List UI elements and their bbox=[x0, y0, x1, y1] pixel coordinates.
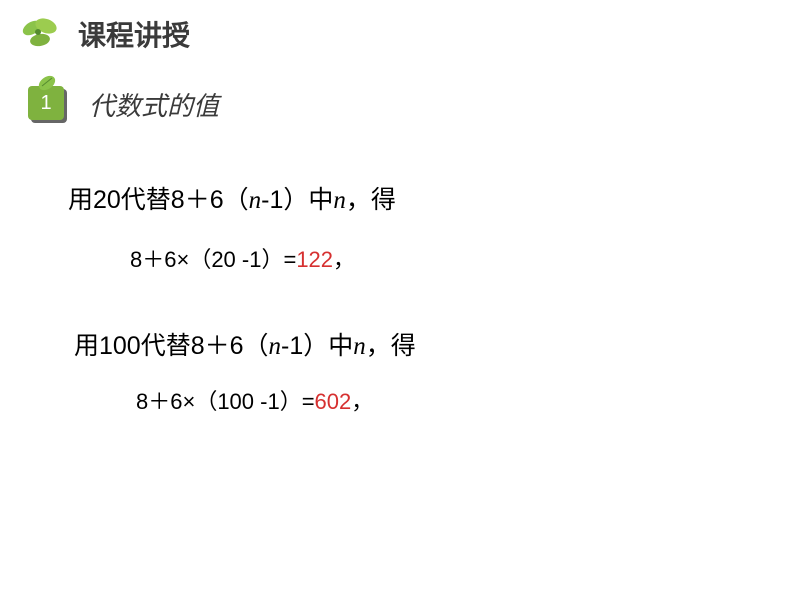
line1: 用20代替8＋6（n-1）中n，得 bbox=[68, 182, 416, 220]
line3-mid: -1）中 bbox=[281, 332, 353, 360]
line3-suffix: ，得 bbox=[366, 332, 416, 360]
section-marker: 1 代数式的值 bbox=[28, 86, 219, 123]
content-area: 用20代替8＋6（n-1）中n，得 8＋6×（20 -1）=122， 用100代… bbox=[68, 182, 416, 416]
line2-result: 122 bbox=[296, 247, 333, 272]
header: 课程讲授 bbox=[18, 12, 190, 56]
line1-mid: -1）中 bbox=[261, 186, 333, 214]
leaf-icon bbox=[18, 12, 62, 56]
line2-expr: 8＋6×（20 -1）= bbox=[130, 247, 296, 272]
line4-result: 602 bbox=[315, 389, 352, 414]
line3-var2: n bbox=[353, 333, 366, 360]
section-number: 1 bbox=[40, 92, 51, 115]
line1-var2: n bbox=[333, 187, 346, 214]
line3-prefix: 用100代替8＋6（ bbox=[74, 332, 269, 360]
line4-suffix: ， bbox=[351, 389, 373, 414]
leaf-small-icon bbox=[36, 72, 58, 94]
number-box-wrapper: 1 bbox=[28, 86, 67, 123]
line3-var: n bbox=[269, 333, 282, 360]
line4-expr: 8＋6×（100 -1）= bbox=[136, 389, 315, 414]
line4: 8＋6×（100 -1）=602， bbox=[136, 384, 416, 416]
header-title: 课程讲授 bbox=[78, 14, 190, 54]
line3: 用100代替8＋6（n-1）中n，得 bbox=[74, 326, 416, 362]
line1-var: n bbox=[249, 187, 262, 214]
line2-suffix: ， bbox=[333, 247, 355, 272]
line1-suffix: ，得 bbox=[346, 186, 396, 214]
section-title: 代数式的值 bbox=[89, 86, 219, 123]
line2: 8＋6×（20 -1）=122， bbox=[130, 242, 416, 274]
line1-prefix: 用20代替8＋6（ bbox=[68, 186, 249, 214]
